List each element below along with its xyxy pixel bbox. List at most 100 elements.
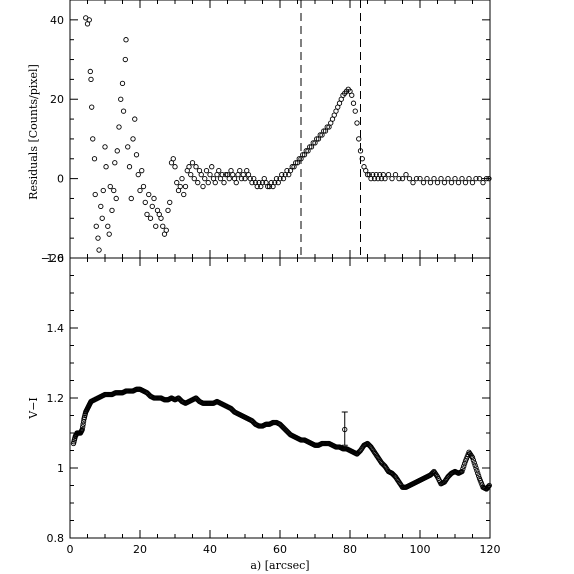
bottom-panel: 0.8 1 1.2 1.4 1.6 0 20 40 60 80 100 120 V−I a) [ar… <box>27 252 501 572</box>
color-point <box>473 465 479 471</box>
color-point <box>79 426 85 433</box>
residual-point <box>396 175 402 182</box>
residual-point <box>181 191 187 198</box>
residual-point <box>109 207 115 214</box>
residual-point <box>300 152 306 158</box>
residual-point <box>103 164 109 170</box>
x-tick-label: 120 <box>480 543 501 556</box>
residual-point <box>221 179 227 186</box>
residual-point <box>195 179 201 186</box>
residual-point <box>293 160 299 166</box>
residual-point <box>424 175 430 182</box>
residual-point <box>392 171 399 178</box>
color-point <box>460 466 466 472</box>
residual-point <box>191 175 197 182</box>
color-point <box>469 454 476 461</box>
x-tick-label: 0 <box>67 543 74 556</box>
residual-point <box>160 223 166 229</box>
color-point <box>472 462 478 469</box>
residual-point <box>212 179 218 186</box>
top-y-axis-title: Residuals [Counts/pixel] <box>27 64 40 200</box>
residual-point <box>216 168 222 174</box>
residual-point <box>434 179 441 186</box>
residual-point <box>321 128 327 134</box>
color-point <box>461 460 468 467</box>
residual-point <box>163 227 169 233</box>
residual-point <box>182 183 189 190</box>
residual-point <box>209 164 215 170</box>
residual-point <box>170 156 176 162</box>
residual-point <box>146 191 152 198</box>
residual-point <box>403 171 409 178</box>
color-point <box>475 473 482 479</box>
residual-point <box>296 156 302 162</box>
bottom-y-tick-label: 0.8 <box>47 532 65 545</box>
residual-point <box>193 164 199 170</box>
residual-point <box>303 148 309 154</box>
residual-point <box>130 136 136 142</box>
residual-point <box>483 175 490 182</box>
residual-point <box>364 171 371 178</box>
residual-point <box>431 175 437 182</box>
top-y-tick-label: 40 <box>50 14 64 27</box>
residual-point <box>205 179 211 186</box>
residual-points <box>83 15 492 253</box>
error-bar <box>341 411 348 446</box>
residual-point <box>107 183 113 190</box>
top-panel: 40 20 0 −20 Residuals [Counts/pixel] <box>27 0 492 265</box>
bottom-y-tick-label: 1.6 <box>47 252 65 265</box>
residual-point <box>90 136 96 142</box>
residual-point <box>95 235 101 241</box>
residual-point <box>123 37 129 43</box>
bottom-y-ticks: 0.8 1 1.2 1.4 1.6 <box>47 252 490 545</box>
residual-point <box>307 144 313 150</box>
residual-point <box>417 175 423 182</box>
residual-point <box>158 215 164 221</box>
residual-point <box>174 179 180 186</box>
residual-point <box>114 148 120 154</box>
residual-point <box>98 203 104 210</box>
residual-point <box>86 17 92 23</box>
color-point <box>485 483 492 490</box>
color-point <box>80 421 86 427</box>
residual-point <box>349 92 355 98</box>
residual-point <box>151 195 157 202</box>
top-y-tick-label: 0 <box>57 173 64 186</box>
bottom-y-tick-label: 1.4 <box>47 322 65 335</box>
residual-point <box>147 215 154 221</box>
color-point <box>486 482 492 489</box>
top-x-ticks <box>69 0 491 258</box>
residual-point <box>122 56 128 63</box>
residual-point <box>140 183 147 190</box>
residual-point <box>357 148 364 154</box>
residual-point <box>233 179 239 186</box>
residual-point <box>113 195 119 202</box>
residual-point <box>132 116 138 122</box>
residual-point <box>289 164 295 170</box>
residual-point <box>202 175 208 182</box>
error-bar-point <box>342 426 348 433</box>
residual-point <box>200 183 206 190</box>
residual-point <box>142 199 148 206</box>
residual-point <box>96 247 102 253</box>
top-y-ticks: 40 20 0 −20 <box>41 0 490 265</box>
residual-point <box>87 68 93 75</box>
residual-point <box>139 168 145 174</box>
residual-point <box>105 223 111 229</box>
color-point <box>459 468 465 475</box>
bottom-y-axis-title: V−I <box>27 397 40 420</box>
residual-point <box>469 179 476 186</box>
residual-point <box>473 175 479 182</box>
residual-point <box>106 231 112 237</box>
residual-point <box>172 164 178 170</box>
residual-point <box>356 136 362 142</box>
residual-point <box>317 132 323 138</box>
bottom-y-tick-label: 1.2 <box>47 392 65 405</box>
residual-point <box>455 179 462 186</box>
residual-point <box>462 179 469 186</box>
residual-point <box>133 152 140 158</box>
residual-point <box>399 175 406 182</box>
residual-point <box>100 187 106 194</box>
residual-point <box>89 104 95 110</box>
residual-point <box>92 191 98 198</box>
